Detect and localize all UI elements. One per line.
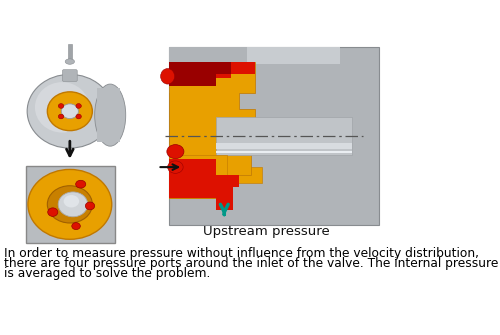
FancyBboxPatch shape bbox=[62, 70, 77, 81]
Ellipse shape bbox=[48, 186, 92, 223]
Ellipse shape bbox=[28, 170, 112, 239]
Ellipse shape bbox=[58, 192, 88, 217]
Ellipse shape bbox=[64, 195, 79, 207]
Bar bbox=[68, 45, 72, 62]
Ellipse shape bbox=[48, 92, 92, 131]
Bar bbox=[26, 165, 115, 243]
Bar bbox=[247, 47, 340, 64]
Ellipse shape bbox=[76, 104, 82, 108]
Polygon shape bbox=[216, 62, 254, 78]
Text: In order to measure pressure without influence from the velocity distribution,: In order to measure pressure without inf… bbox=[4, 247, 479, 260]
Ellipse shape bbox=[320, 177, 360, 204]
Ellipse shape bbox=[48, 208, 58, 216]
Text: is averaged to solve the problem.: is averaged to solve the problem. bbox=[4, 267, 210, 280]
Ellipse shape bbox=[76, 114, 82, 119]
Ellipse shape bbox=[299, 67, 342, 102]
Ellipse shape bbox=[168, 161, 183, 173]
Bar bbox=[169, 47, 378, 225]
Ellipse shape bbox=[35, 82, 89, 133]
Ellipse shape bbox=[27, 74, 112, 148]
Ellipse shape bbox=[76, 180, 86, 188]
Ellipse shape bbox=[65, 59, 74, 64]
Ellipse shape bbox=[167, 145, 184, 158]
Bar bbox=[216, 117, 352, 155]
Ellipse shape bbox=[58, 104, 64, 108]
Polygon shape bbox=[169, 155, 262, 198]
Bar bbox=[216, 187, 233, 210]
Polygon shape bbox=[169, 62, 232, 86]
Bar bbox=[216, 151, 352, 153]
Polygon shape bbox=[169, 62, 254, 198]
Ellipse shape bbox=[58, 114, 64, 119]
Ellipse shape bbox=[94, 84, 126, 146]
Bar bbox=[97, 88, 120, 142]
Polygon shape bbox=[169, 159, 239, 198]
Bar bbox=[216, 143, 352, 149]
Text: Upstream pressure: Upstream pressure bbox=[203, 225, 330, 238]
Ellipse shape bbox=[62, 104, 78, 119]
Ellipse shape bbox=[86, 202, 94, 210]
Text: there are four pressure ports around the inlet of the valve. The internal pressu: there are four pressure ports around the… bbox=[4, 257, 498, 270]
Ellipse shape bbox=[160, 69, 174, 84]
Ellipse shape bbox=[72, 222, 80, 229]
Polygon shape bbox=[169, 47, 247, 93]
